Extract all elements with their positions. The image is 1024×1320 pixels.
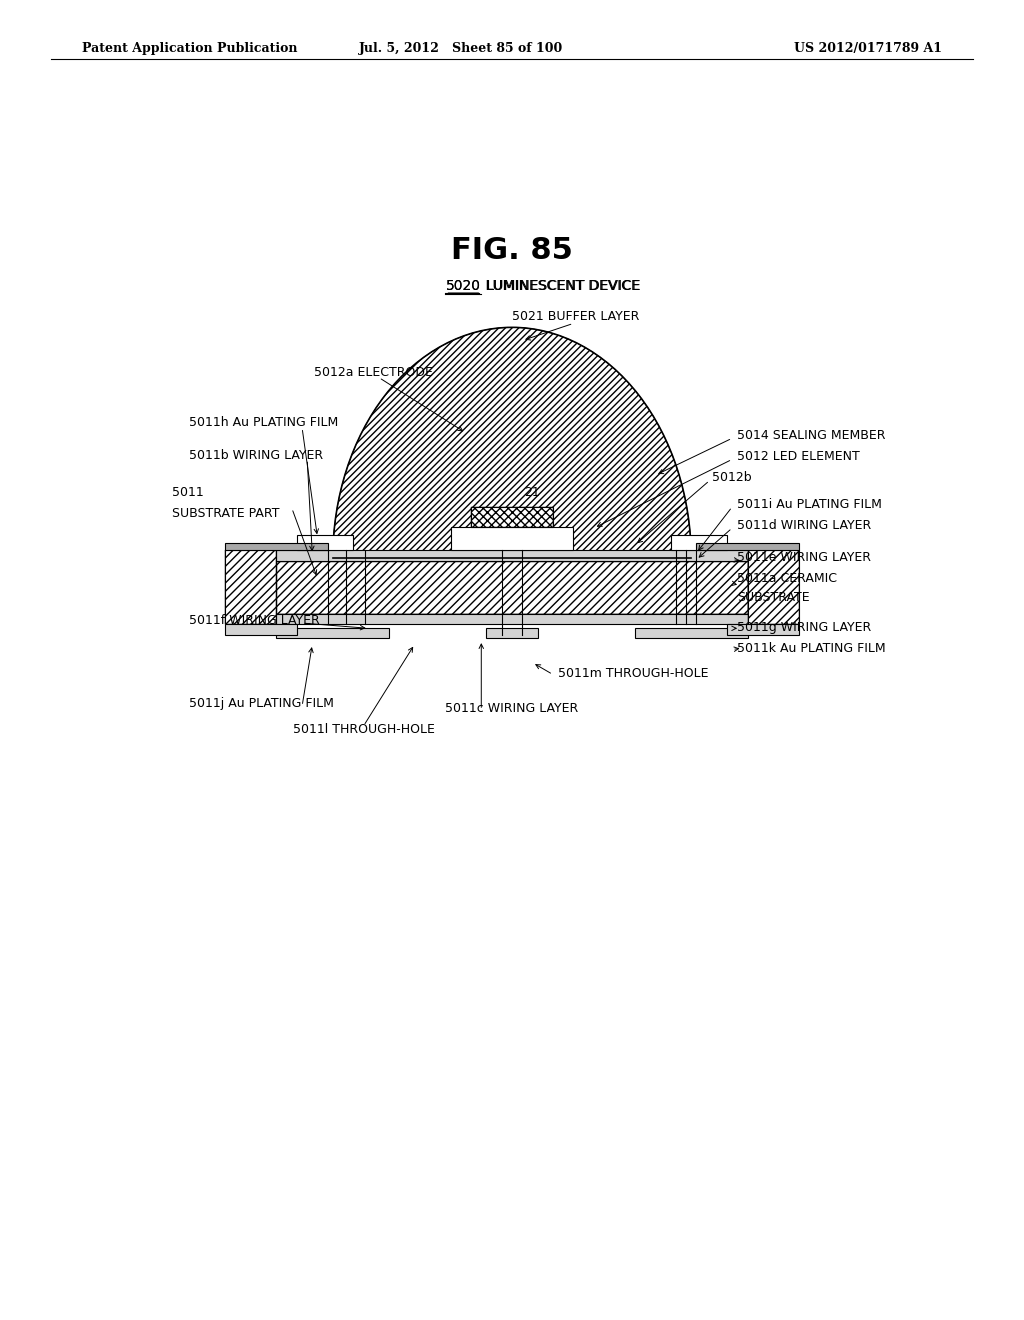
Text: 21: 21 bbox=[524, 486, 541, 499]
Text: SUBSTRATE PART: SUBSTRATE PART bbox=[172, 507, 280, 520]
Text: 5011g WIRING LAYER: 5011g WIRING LAYER bbox=[737, 620, 871, 634]
Bar bbox=[471, 507, 553, 527]
Text: 5011: 5011 bbox=[172, 486, 204, 499]
Text: 5011a CERAMIC: 5011a CERAMIC bbox=[737, 572, 838, 585]
Text: 5012 LED ELEMENT: 5012 LED ELEMENT bbox=[737, 450, 860, 463]
Bar bbox=[276, 561, 748, 614]
Text: LUMINESCENT DEVICE: LUMINESCENT DEVICE bbox=[482, 280, 641, 293]
Text: 5020: 5020 bbox=[445, 280, 480, 293]
Bar bbox=[748, 550, 799, 624]
Bar bbox=[225, 543, 328, 550]
Bar bbox=[727, 624, 799, 635]
Bar bbox=[297, 535, 353, 550]
Text: 5011j Au PLATING FILM: 5011j Au PLATING FILM bbox=[189, 697, 334, 710]
Text: 5021 BUFFER LAYER: 5021 BUFFER LAYER bbox=[512, 310, 639, 323]
Bar bbox=[748, 550, 799, 624]
Text: 5011f WIRING LAYER: 5011f WIRING LAYER bbox=[189, 614, 321, 627]
Text: LUMINESCENT DEVICE: LUMINESCENT DEVICE bbox=[481, 280, 640, 293]
Text: US 2012/0171789 A1: US 2012/0171789 A1 bbox=[794, 42, 942, 55]
Text: Jul. 5, 2012   Sheet 85 of 100: Jul. 5, 2012 Sheet 85 of 100 bbox=[358, 42, 563, 55]
Bar bbox=[276, 561, 748, 614]
Text: 5011c WIRING LAYER: 5011c WIRING LAYER bbox=[445, 702, 579, 715]
Text: 5011b WIRING LAYER: 5011b WIRING LAYER bbox=[189, 449, 324, 462]
Bar bbox=[276, 628, 389, 638]
Bar bbox=[225, 624, 297, 635]
Bar bbox=[635, 628, 748, 638]
Text: 5020: 5020 bbox=[445, 280, 480, 293]
Text: 5012b: 5012b bbox=[712, 471, 752, 484]
Text: 5012a ELECTRODE: 5012a ELECTRODE bbox=[314, 366, 433, 379]
Text: 5014 SEALING MEMBER: 5014 SEALING MEMBER bbox=[737, 429, 886, 442]
Text: 5011h Au PLATING FILM: 5011h Au PLATING FILM bbox=[189, 416, 339, 429]
Bar bbox=[671, 535, 727, 550]
Text: 5011k Au PLATING FILM: 5011k Au PLATING FILM bbox=[737, 642, 886, 655]
Text: Patent Application Publication: Patent Application Publication bbox=[82, 42, 297, 55]
Bar bbox=[451, 527, 573, 550]
Bar bbox=[486, 628, 538, 638]
Text: 5020: 5020 bbox=[445, 280, 480, 293]
Wedge shape bbox=[333, 327, 691, 558]
Text: FIG. 85: FIG. 85 bbox=[451, 236, 573, 265]
Bar bbox=[276, 550, 748, 561]
Text: 5011l THROUGH-HOLE: 5011l THROUGH-HOLE bbox=[293, 723, 434, 737]
Text: 5011m THROUGH-HOLE: 5011m THROUGH-HOLE bbox=[558, 667, 709, 680]
Text: 5011i Au PLATING FILM: 5011i Au PLATING FILM bbox=[737, 498, 882, 511]
Bar bbox=[276, 614, 748, 624]
Bar bbox=[225, 550, 276, 624]
Text: 5011e WIRING LAYER: 5011e WIRING LAYER bbox=[737, 550, 871, 564]
Bar bbox=[471, 507, 553, 527]
Bar bbox=[225, 550, 276, 624]
Text: SUBSTRATE: SUBSTRATE bbox=[737, 591, 810, 605]
Text: 5011d WIRING LAYER: 5011d WIRING LAYER bbox=[737, 519, 871, 532]
Bar bbox=[696, 543, 799, 550]
